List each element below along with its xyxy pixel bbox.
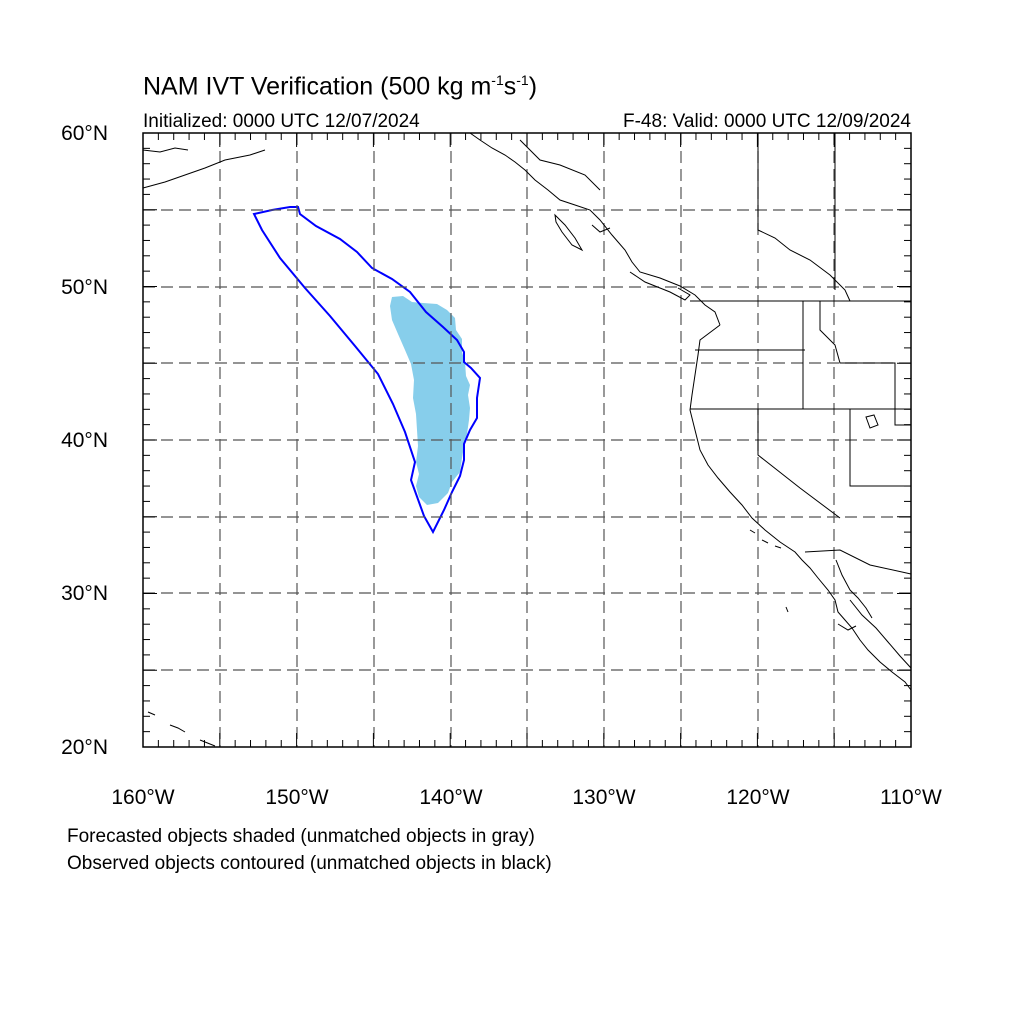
lon-label-120w: 120°W — [726, 786, 790, 809]
lon-label-130w: 130°W — [572, 786, 636, 809]
valid-time: F-48: Valid: 0000 UTC 12/09/2024 — [623, 111, 911, 132]
lon-label-160w: 160°W — [111, 786, 175, 809]
initialized-time: Initialized: 0000 UTC 12/07/2024 — [143, 111, 420, 132]
axis-ticks — [142, 132, 912, 748]
forecast-note: Forecasted objects shaded (unmatched obj… — [67, 826, 535, 847]
lat-label-40n: 40°N — [61, 429, 108, 452]
observed-note: Observed objects contoured (unmatched ob… — [67, 853, 552, 874]
lat-label-60n: 60°N — [61, 122, 108, 145]
coastlines-and-borders — [142, 132, 912, 747]
lon-label-140w: 140°W — [419, 786, 483, 809]
map-title: NAM IVT Verification (500 kg m-1s-1) — [143, 72, 538, 101]
lon-label-110w: 110°W — [880, 786, 942, 809]
forecast-object — [390, 296, 470, 505]
lat-label-20n: 20°N — [61, 736, 108, 759]
observed-object-contour — [252, 206, 482, 535]
lat-lon-grid — [143, 133, 911, 747]
lon-label-150w: 150°W — [265, 786, 329, 809]
lat-label-30n: 30°N — [61, 582, 108, 605]
lat-label-50n: 50°N — [61, 276, 108, 299]
